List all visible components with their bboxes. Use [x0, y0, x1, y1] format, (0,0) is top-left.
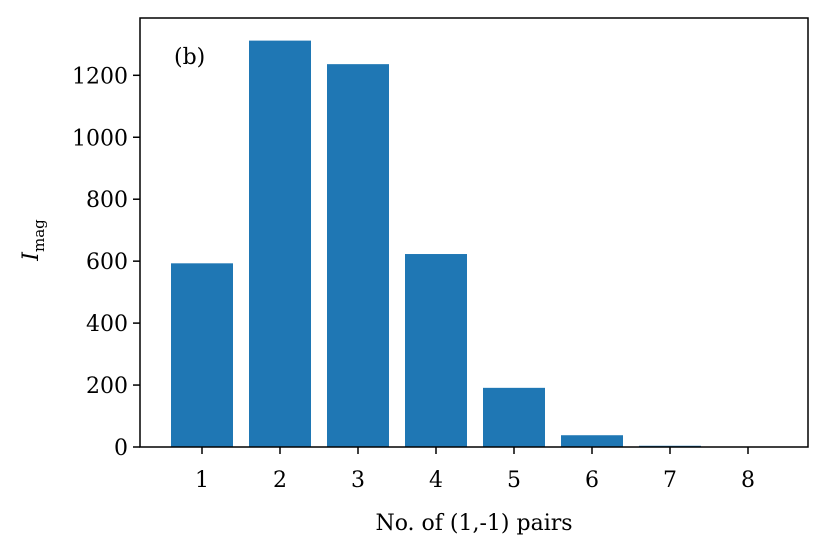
- y-tick-label: 200: [86, 374, 128, 399]
- y-axis-title-sub: mag: [30, 219, 48, 252]
- bar-6: [561, 435, 623, 447]
- panel-label: (b): [174, 45, 205, 70]
- x-tick-label: 7: [663, 468, 677, 493]
- bar-2: [249, 40, 311, 448]
- bar-1: [171, 263, 233, 447]
- x-tick-label: 6: [585, 468, 599, 493]
- x-tick-label: 2: [273, 468, 287, 493]
- x-tick-label: 8: [741, 468, 755, 493]
- bar-5: [483, 387, 545, 447]
- x-tick-label: 5: [507, 468, 521, 493]
- y-tick-label: 600: [86, 250, 128, 275]
- y-tick-label: 0: [114, 436, 128, 461]
- y-tick-label: 1200: [72, 64, 128, 89]
- bars-group: [171, 40, 779, 448]
- x-axis-title: No. of (1,-1) pairs: [375, 511, 572, 536]
- y-tick-label: 400: [86, 312, 128, 337]
- x-axis: 1 2 3 4 5 6 7 8: [195, 447, 755, 493]
- y-tick-label: 800: [86, 188, 128, 213]
- x-tick-label: 3: [351, 468, 365, 493]
- y-axis-title: Imag: [19, 219, 48, 262]
- y-axis-title-main: I: [19, 251, 44, 262]
- y-axis: 0 200 400 600 800 1000 1200: [72, 64, 140, 461]
- y-tick-label: 1000: [72, 126, 128, 151]
- x-tick-label: 1: [195, 468, 209, 493]
- bar-4: [405, 254, 467, 447]
- bar-3: [327, 64, 389, 447]
- x-tick-label: 4: [429, 468, 443, 493]
- plot-frame: [139, 17, 809, 448]
